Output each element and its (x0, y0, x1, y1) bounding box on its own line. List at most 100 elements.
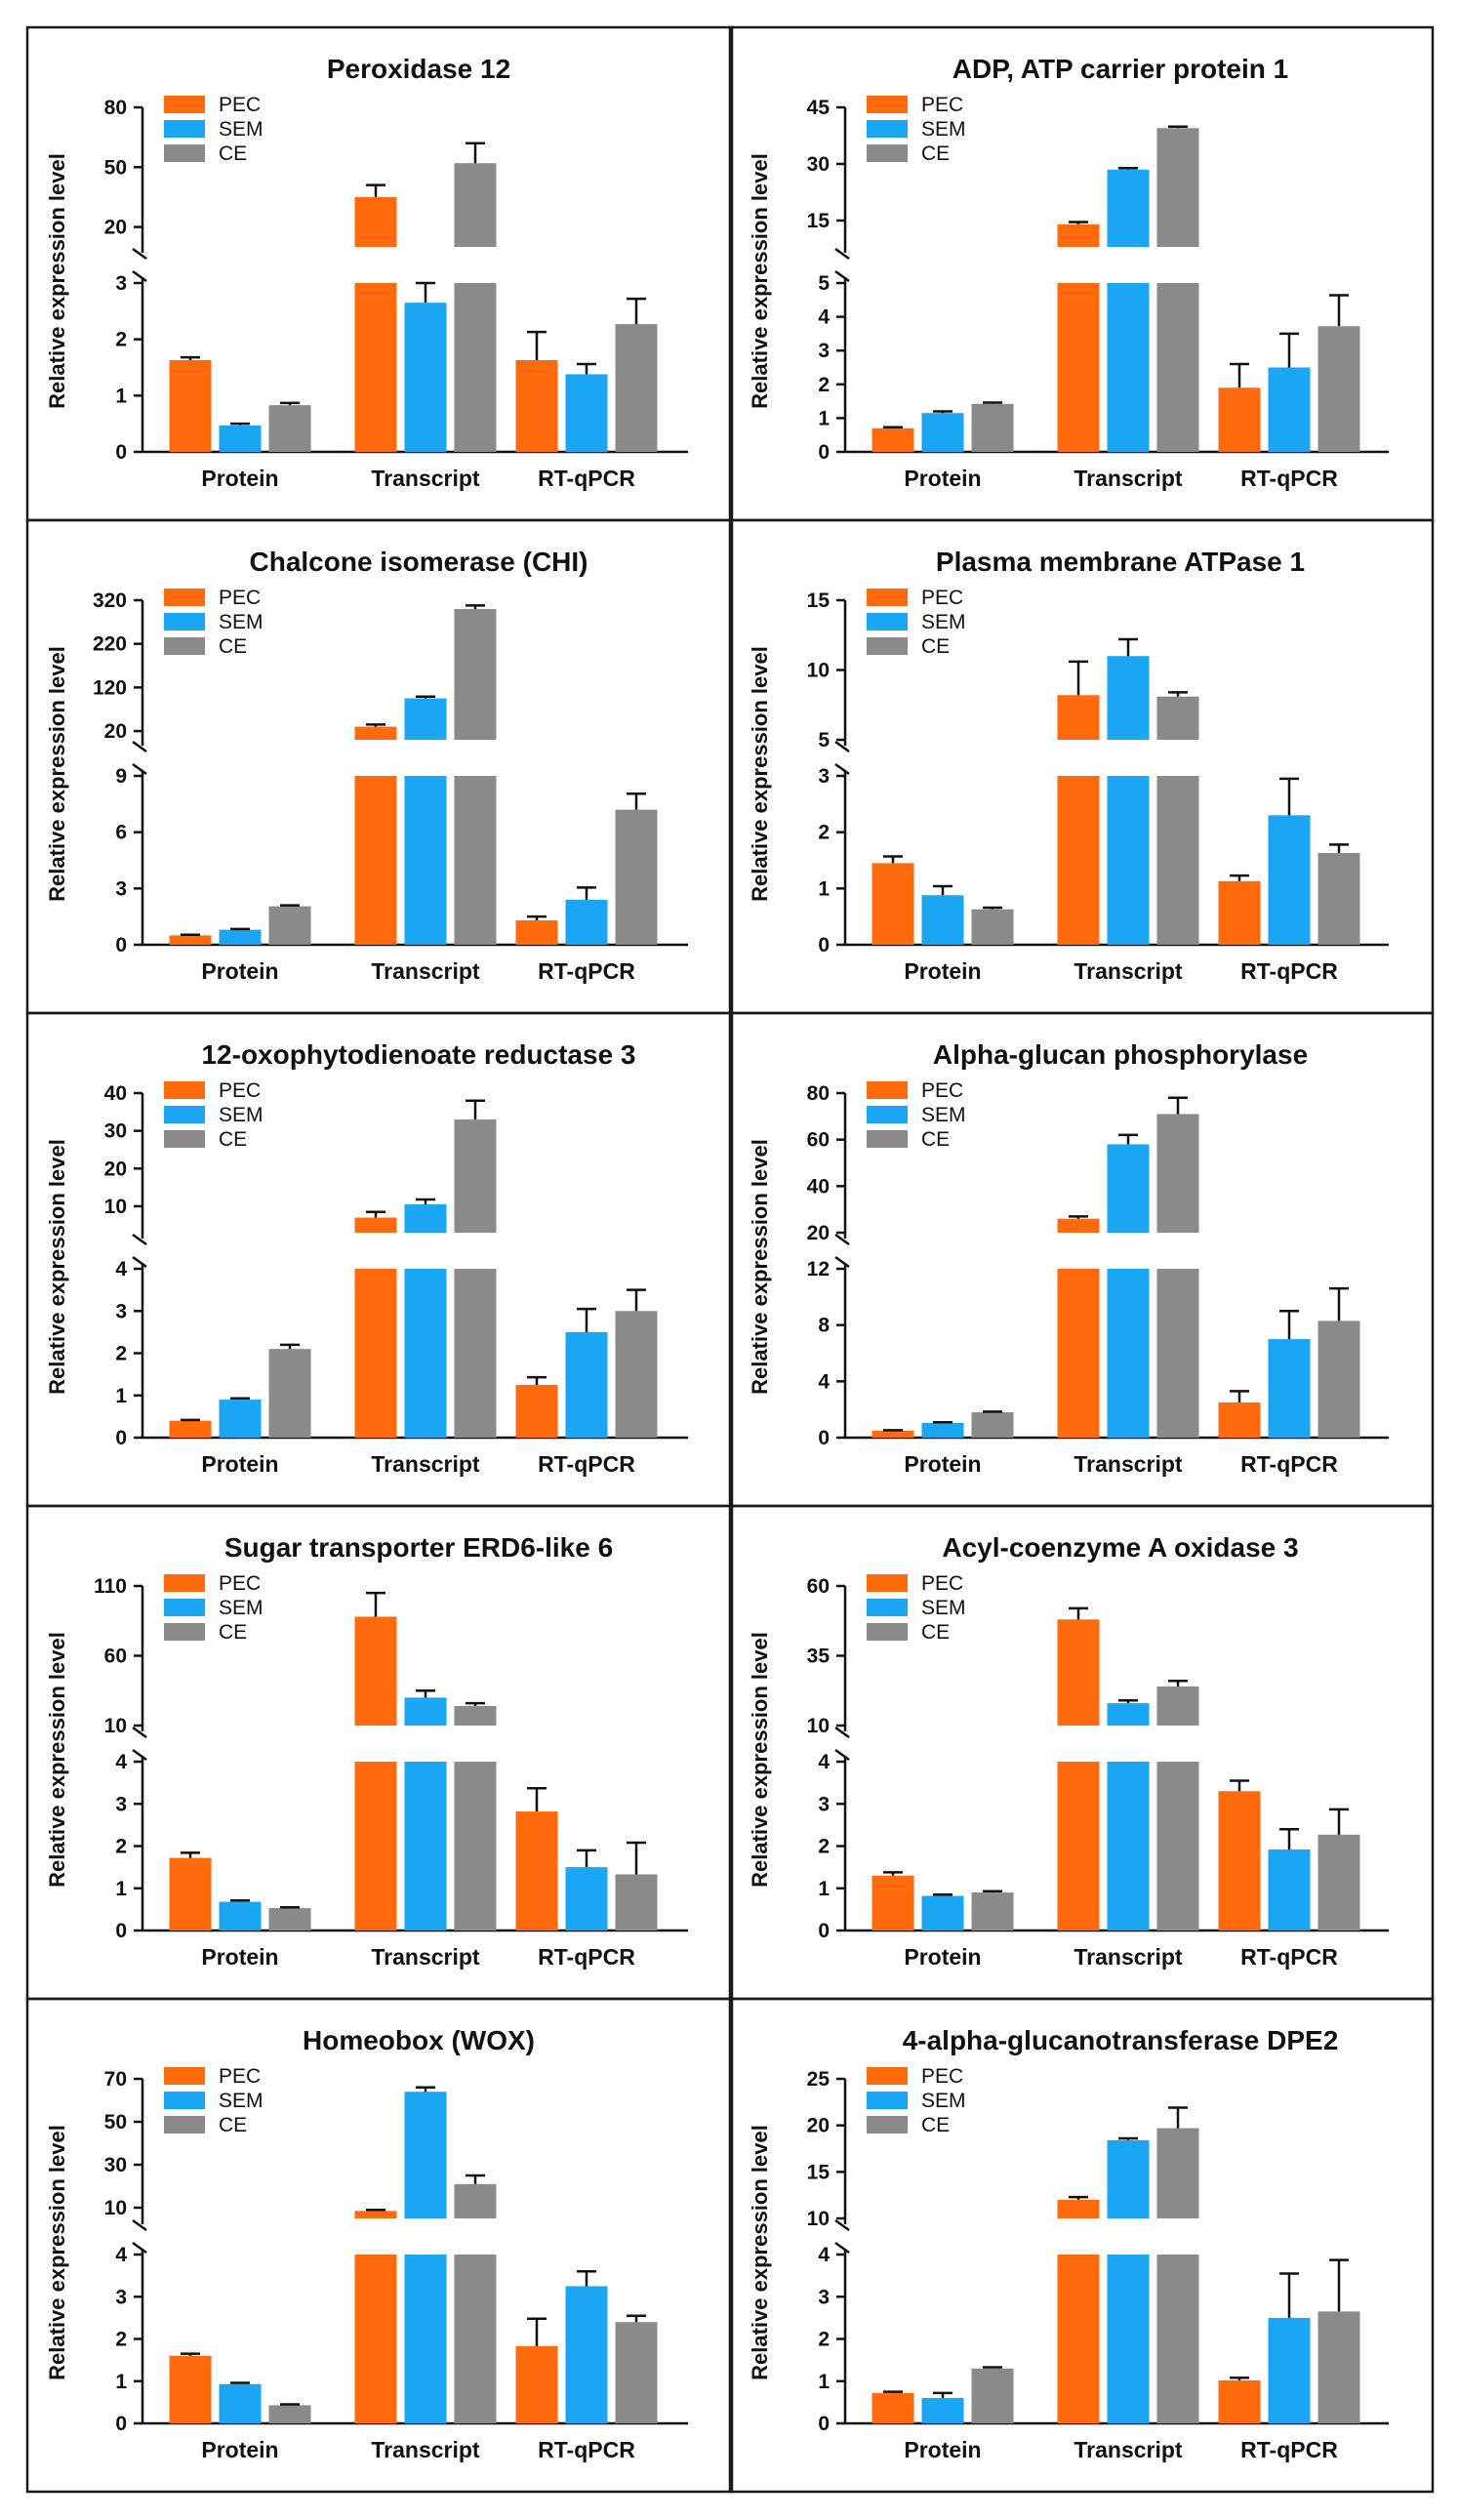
error-bar (1230, 1779, 1249, 1792)
bar-ce (1156, 2255, 1199, 2423)
legend-label: SEM (219, 1597, 263, 1619)
x-category-label: Transcript (1074, 958, 1183, 984)
legend-swatch-ce (867, 1130, 908, 1148)
bar-sem (219, 425, 262, 452)
y-tick-label: 1 (818, 2371, 830, 2393)
chart-panel: Sugar transporter ERD6-like 6 Relative ex… (25, 1504, 734, 2001)
error-bar (1069, 1606, 1088, 1620)
y-tick-label: 4 (115, 1258, 127, 1280)
error-bar (366, 2208, 385, 2212)
x-category-label: Transcript (1074, 1944, 1183, 1970)
bar-ce-upper (1156, 1686, 1199, 1726)
x-category-label: Transcript (371, 466, 480, 491)
axis-break-mark (132, 2218, 147, 2232)
bar-pec (1057, 1269, 1100, 1438)
y-tick-label: 320 (93, 589, 127, 612)
x-category-label: RT-qPCR (538, 1944, 635, 1970)
y-axis-label: Relative expression level (748, 2125, 772, 2380)
y-tick-label: 50 (104, 2111, 127, 2134)
bar-ce (1317, 853, 1360, 945)
legend-label: PEC (219, 2065, 261, 2088)
bar-sem (1107, 1269, 1150, 1438)
error-bar (527, 1787, 547, 1812)
y-tick-label: 1 (818, 1878, 830, 1900)
legend-swatch-ce (867, 2116, 908, 2134)
chart-title: 4-alpha-glucanotransferase DPE2 (903, 2025, 1339, 2055)
legend-label: CE (219, 1621, 247, 1644)
bar-ce (268, 405, 311, 452)
legend-swatch-ce (164, 144, 205, 162)
chart-title: Sugar transporter ERD6-like 6 (224, 1532, 613, 1563)
error-bar (1329, 294, 1349, 327)
error-bar (181, 933, 200, 937)
y-tick-label: 15 (807, 210, 831, 232)
chart-title: Alpha-glucan phosphorylase (933, 1039, 1308, 1070)
y-tick-label: 15 (807, 2161, 831, 2183)
bar-sem (921, 1422, 964, 1438)
bar-pec (1057, 776, 1100, 945)
y-tick-label: 1 (115, 1878, 127, 1900)
y-tick-label: 40 (807, 1175, 830, 1198)
bar-pec-upper (354, 726, 397, 740)
legend-swatch-pec (867, 1574, 908, 1592)
x-category-label: RT-qPCR (1240, 466, 1338, 491)
bar-sem (565, 374, 608, 452)
error-bar (230, 927, 250, 931)
y-tick-label: 8 (818, 1315, 830, 1337)
error-bar (1329, 1286, 1349, 1321)
y-tick-label: 80 (807, 1082, 830, 1105)
bar-pec (871, 1430, 914, 1438)
error-bar (181, 1851, 200, 1858)
legend-label: CE (921, 2114, 950, 2136)
y-tick-label: 50 (104, 156, 127, 179)
y-tick-label: 20 (104, 720, 127, 743)
legend-label: SEM (921, 1597, 966, 1619)
y-tick-label: 0 (818, 934, 830, 956)
bar-sem (1107, 776, 1150, 945)
x-category-label: RT-qPCR (538, 958, 635, 984)
error-bar (983, 401, 1002, 404)
bar-pec (871, 2392, 914, 2423)
legend-swatch-ce (867, 1623, 908, 1641)
error-bar (230, 422, 250, 426)
bar-pec (515, 1384, 558, 1438)
bar-pec-upper (354, 196, 397, 247)
bar-ce (1317, 1321, 1360, 1438)
y-tick-label: 10 (104, 2197, 127, 2219)
error-bar (1168, 125, 1188, 129)
y-tick-label: 25 (807, 2068, 831, 2091)
legend-label: PEC (219, 1572, 261, 1595)
error-bar (230, 1899, 250, 1902)
y-tick-label: 20 (104, 217, 127, 239)
bar-pec (871, 863, 914, 945)
error-bar (1230, 2377, 1249, 2380)
error-bar (181, 1418, 200, 1422)
axis-break-mark (132, 1255, 147, 1269)
axis-break-mark (132, 2241, 147, 2255)
bar-ce (615, 2322, 658, 2423)
legend-swatch-pec (164, 1081, 205, 1099)
y-axis-label: Relative expression level (45, 153, 69, 409)
error-bar (1118, 1133, 1138, 1145)
x-category-label: RT-qPCR (538, 466, 635, 491)
legend-swatch-pec (164, 589, 205, 606)
y-tick-label: 2 (115, 1343, 127, 1365)
bar-ce-upper (454, 1119, 497, 1233)
error-bar (527, 2317, 547, 2346)
bar-ce-upper (1156, 128, 1199, 247)
y-tick-label: 4 (818, 1370, 830, 1393)
legend-label: CE (219, 1128, 247, 1151)
legend-swatch-sem (867, 2092, 908, 2109)
axis-break-mark (132, 1233, 147, 1246)
legend-swatch-pec (867, 2067, 908, 2085)
y-axis-label: Relative expression level (748, 1632, 772, 1888)
bar-ce (1156, 1269, 1199, 1438)
bar-pec-upper (1057, 224, 1100, 247)
legend-swatch-pec (164, 96, 205, 113)
axis-break-mark (834, 740, 850, 753)
chart-panel: Alpha-glucan phosphorylase Relative expre… (728, 1011, 1435, 1508)
y-tick-label: 10 (807, 1715, 830, 1737)
bar-sem (1268, 1339, 1311, 1438)
error-bar (527, 1375, 547, 1385)
error-bar (1168, 691, 1188, 697)
